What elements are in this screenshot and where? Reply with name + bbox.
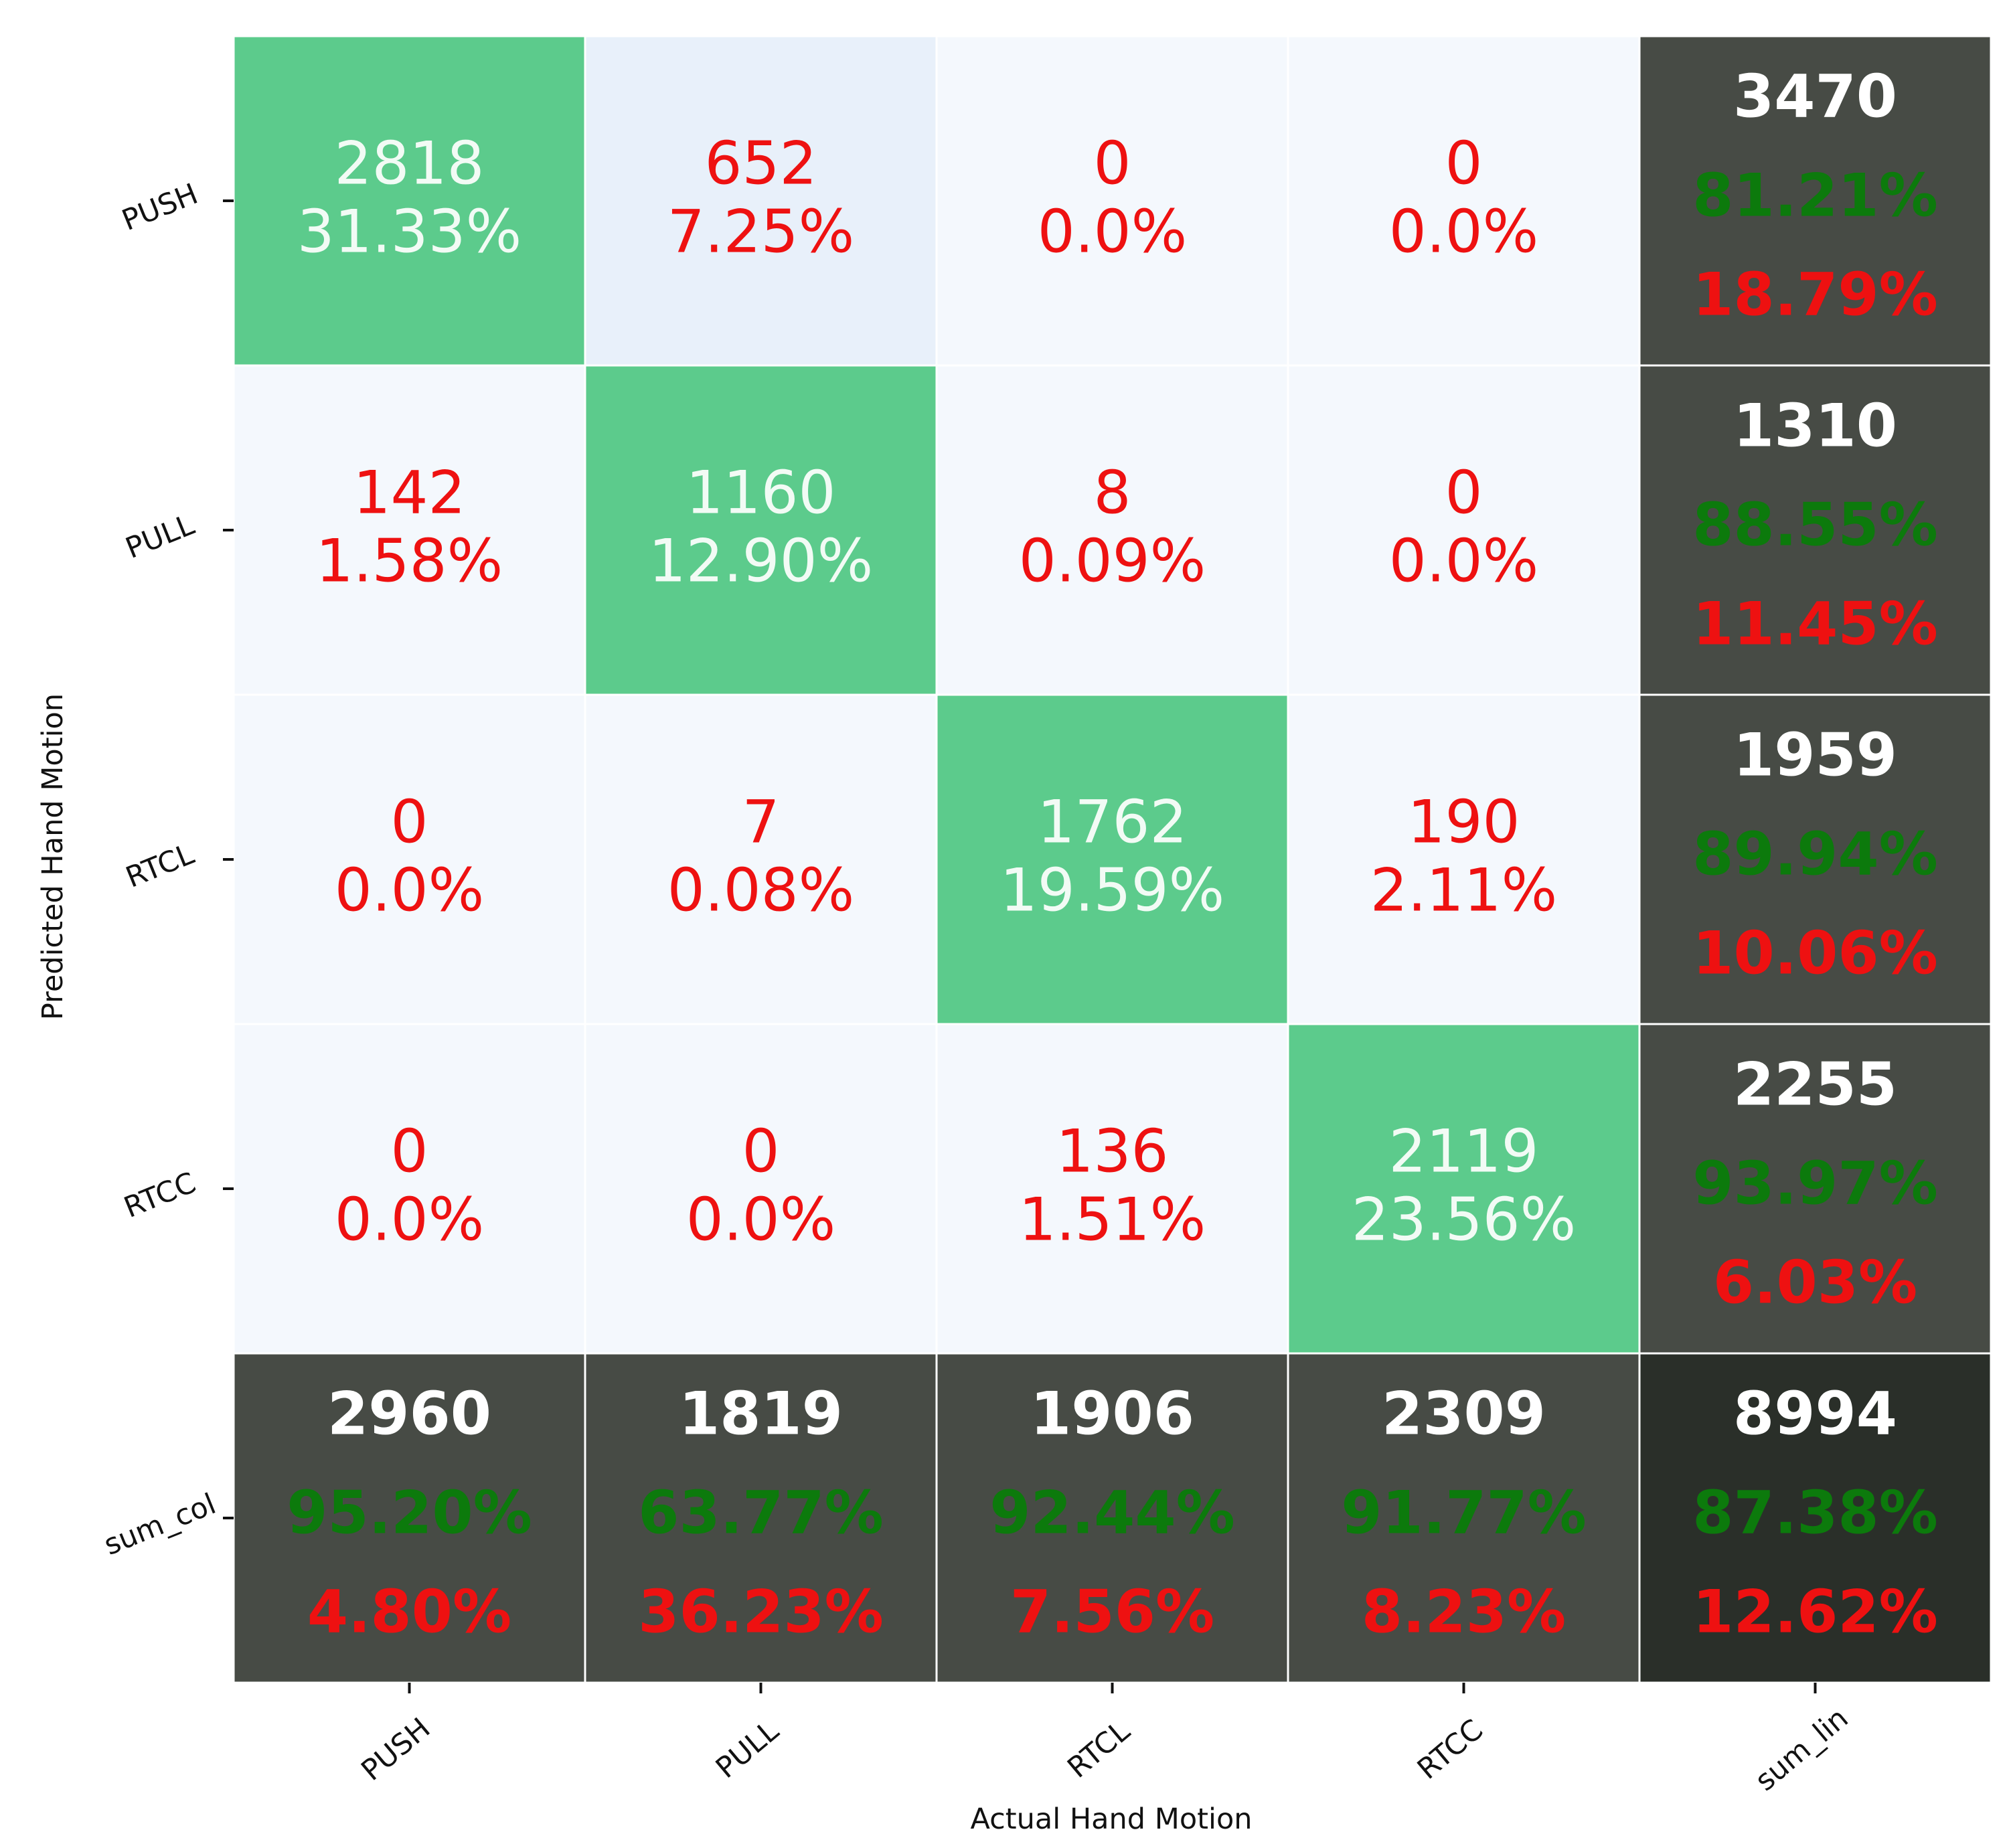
cell-count: 0: [391, 1117, 428, 1186]
matrix-cells: 281831.33%6527.25%00.0%00.0%1421.58%1160…: [232, 35, 1992, 1684]
y-tick-label: sum_col: [100, 1487, 221, 1562]
cell-count: 2119: [1389, 1117, 1539, 1186]
cell-percent: 12.90%: [649, 527, 874, 596]
cell-percent: 0.0%: [335, 1185, 485, 1254]
summary-correct-percent: 91.77%: [1341, 1479, 1587, 1547]
cell-count: 0: [391, 788, 428, 857]
summary-total: 2309: [1382, 1379, 1546, 1448]
matrix-cell: [584, 1023, 938, 1355]
matrix-cell: [232, 364, 586, 696]
x-tick-label: PUSH: [355, 1711, 437, 1788]
matrix-cell: [232, 1023, 586, 1355]
summary-total: 3470: [1733, 62, 1897, 131]
row-summary-cell: [1638, 35, 1992, 367]
summary-correct-percent: 88.55%: [1692, 491, 1938, 560]
cell-percent: 19.59%: [1000, 856, 1225, 925]
summary-correct-percent: 92.44%: [989, 1479, 1235, 1547]
y-tick-label: PULL: [121, 508, 199, 566]
summary-error-percent: 4.80%: [307, 1578, 511, 1647]
matrix-cell: [232, 35, 586, 367]
cell-percent: 1.51%: [1019, 1185, 1206, 1254]
summary-total: 8994: [1733, 1379, 1897, 1448]
matrix-cell: [1287, 693, 1641, 1025]
cell-count: 8: [1094, 458, 1131, 527]
col-summary-cell: [584, 1352, 938, 1684]
summary-total: 1906: [1030, 1379, 1194, 1448]
cell-percent: 7.25%: [667, 197, 855, 266]
cell-percent: 0.0%: [1038, 197, 1188, 266]
y-tick-label: RTCL: [121, 837, 199, 895]
summary-error-percent: 11.45%: [1692, 590, 1938, 659]
y-axis-label: Predicted Hand Motion: [36, 693, 70, 1020]
summary-total: 1819: [679, 1379, 843, 1448]
cell-percent: 1.58%: [316, 527, 503, 596]
summary-error-percent: 7.56%: [1010, 1578, 1214, 1647]
summary-correct-percent: 63.77%: [638, 1479, 884, 1547]
cell-count: 652: [705, 129, 817, 198]
col-summary-cell: [232, 1352, 586, 1684]
row-summary-cell: [1638, 693, 1992, 1025]
cell-count: 1160: [686, 458, 836, 527]
x-axis-label: Actual Hand Motion: [970, 1802, 1252, 1836]
cell-count: 0: [1445, 129, 1483, 198]
summary-correct-percent: 81.21%: [1692, 161, 1938, 230]
cell-percent: 0.0%: [1389, 197, 1539, 266]
cell-percent: 2.11%: [1370, 856, 1558, 925]
summary-error-percent: 18.79%: [1692, 260, 1938, 329]
col-summary-cell: [935, 1352, 1289, 1684]
overall-summary-cell: [1638, 1352, 1992, 1684]
x-tick-label: PULL: [710, 1714, 785, 1785]
summary-correct-percent: 89.94%: [1692, 820, 1938, 889]
cell-count: 190: [1408, 788, 1520, 857]
cell-count: 142: [353, 458, 466, 527]
summary-correct-percent: 95.20%: [287, 1479, 532, 1547]
matrix-cell: [935, 35, 1289, 367]
row-summary-cell: [1638, 1023, 1992, 1355]
summary-total: 1310: [1733, 392, 1897, 460]
x-tick-label: RTCC: [1411, 1713, 1490, 1786]
cell-count: 1762: [1038, 788, 1188, 857]
x-tick-label: sum_lin: [1749, 1701, 1855, 1798]
cell-percent: 0.09%: [1019, 527, 1206, 596]
matrix-cell: [1287, 364, 1641, 696]
summary-error-percent: 6.03%: [1713, 1248, 1917, 1317]
cell-percent: 0.0%: [686, 1185, 836, 1254]
summary-error-percent: 36.23%: [638, 1578, 884, 1647]
cell-percent: 0.08%: [667, 856, 855, 925]
summary-total: 2960: [327, 1379, 491, 1448]
cell-count: 0: [1445, 458, 1483, 527]
cell-count: 0: [742, 1117, 780, 1186]
summary-error-percent: 8.23%: [1362, 1578, 1566, 1647]
summary-correct-percent: 93.97%: [1692, 1149, 1938, 1218]
cell-count: 136: [1056, 1117, 1169, 1186]
summary-total: 2255: [1733, 1050, 1897, 1119]
cell-count: 0: [1094, 129, 1131, 198]
matrix-cell: [1287, 35, 1641, 367]
row-summary-cell: [1638, 364, 1992, 696]
cell-percent: 0.0%: [335, 856, 485, 925]
cell-count: 2818: [335, 129, 485, 198]
cell-count: 7: [742, 788, 780, 857]
summary-total: 1959: [1733, 721, 1897, 790]
summary-error-percent: 10.06%: [1692, 919, 1938, 988]
cell-percent: 31.33%: [297, 197, 522, 266]
matrix-cell: [584, 364, 938, 696]
matrix-cell: [584, 693, 938, 1025]
x-tick-label: RTCL: [1061, 1714, 1136, 1784]
y-tick-label: PUSH: [117, 177, 202, 238]
summary-correct-percent: 87.38%: [1692, 1479, 1938, 1547]
summary-error-percent: 12.62%: [1692, 1578, 1938, 1647]
y-tick-label: RTCC: [119, 1166, 200, 1225]
matrix-cell: [1287, 1023, 1641, 1355]
matrix-cell: [584, 35, 938, 367]
cell-percent: 0.0%: [1389, 527, 1539, 596]
cell-percent: 23.56%: [1352, 1185, 1577, 1254]
matrix-cell: [935, 1023, 1289, 1355]
matrix-cell: [935, 364, 1289, 696]
